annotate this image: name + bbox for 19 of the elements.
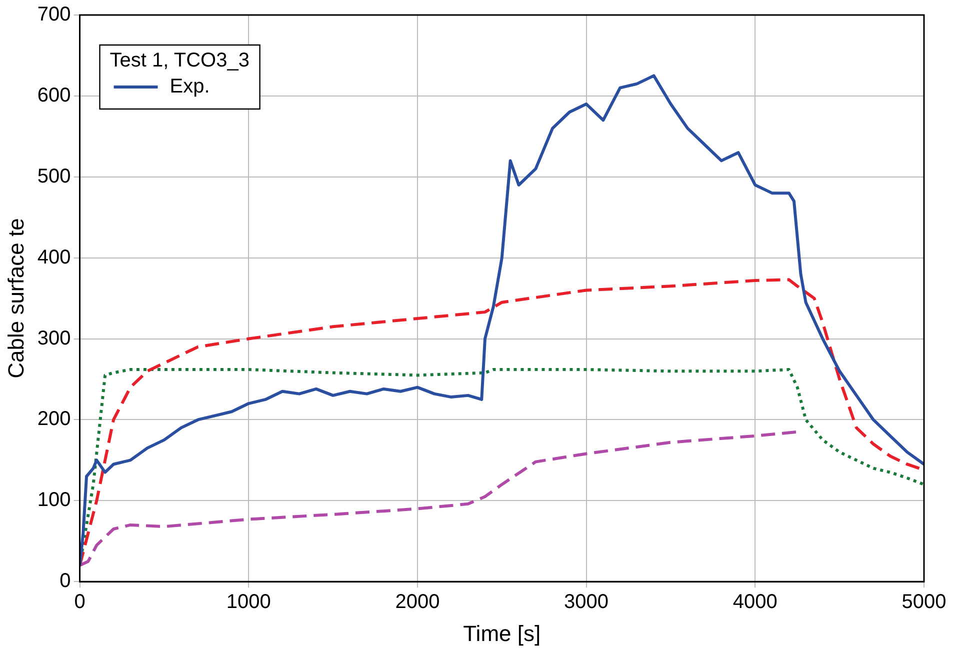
y-tick-label: 500 bbox=[37, 165, 71, 188]
y-axis-title: Cable surface te bbox=[3, 218, 28, 378]
y-tick-label: 400 bbox=[37, 246, 71, 268]
y-tick-label: 600 bbox=[37, 84, 71, 106]
legend-label: Exp. bbox=[170, 76, 210, 98]
x-tick-label: 1000 bbox=[226, 591, 271, 614]
x-tick-label: 0 bbox=[74, 591, 86, 614]
x-tick-label: 3000 bbox=[564, 591, 609, 614]
x-axis-title: Time [s] bbox=[463, 620, 541, 646]
y-tick-label: 0 bbox=[60, 570, 71, 592]
y-tick-label: 100 bbox=[37, 489, 71, 512]
x-tick-label: 4000 bbox=[732, 591, 778, 614]
legend-title: Test 1, TCO3_3 bbox=[110, 50, 250, 72]
line-series bbox=[80, 430, 799, 567]
y-tick-label: 200 bbox=[37, 408, 71, 430]
y-tick-label: 300 bbox=[37, 327, 71, 350]
x-tick-label: 5000 bbox=[902, 591, 946, 614]
x-tick-label: 2000 bbox=[395, 591, 440, 614]
y-tick-label: 700 bbox=[37, 4, 71, 26]
